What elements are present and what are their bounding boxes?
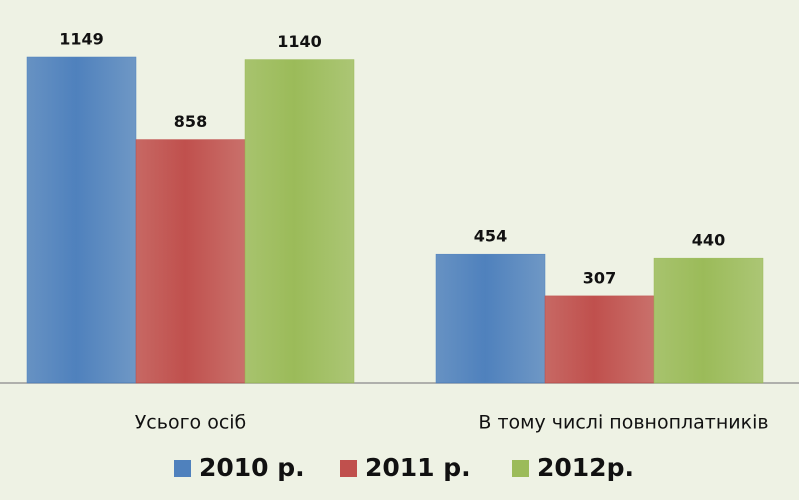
- legend-swatch: [512, 460, 529, 477]
- legend-label: 2010 р.: [199, 453, 305, 482]
- legend-label: 2011 р.: [365, 453, 471, 482]
- legend-label: 2012р.: [537, 453, 634, 482]
- category-label: Усього осіб: [135, 412, 247, 434]
- value-label: 440: [692, 231, 725, 250]
- value-label: 1149: [59, 30, 104, 49]
- value-label: 307: [583, 268, 616, 287]
- category-label: В тому числі повноплатників: [478, 412, 768, 434]
- value-label: 1140: [277, 32, 322, 51]
- bar: [26, 56, 137, 384]
- value-label: 454: [474, 227, 507, 246]
- bar: [544, 295, 655, 384]
- bar: [135, 139, 246, 384]
- value-label: 858: [174, 112, 207, 131]
- bar: [435, 253, 546, 384]
- legend-swatch: [174, 460, 191, 477]
- bar: [653, 257, 764, 384]
- legend-swatch: [340, 460, 357, 477]
- bar: [244, 59, 355, 384]
